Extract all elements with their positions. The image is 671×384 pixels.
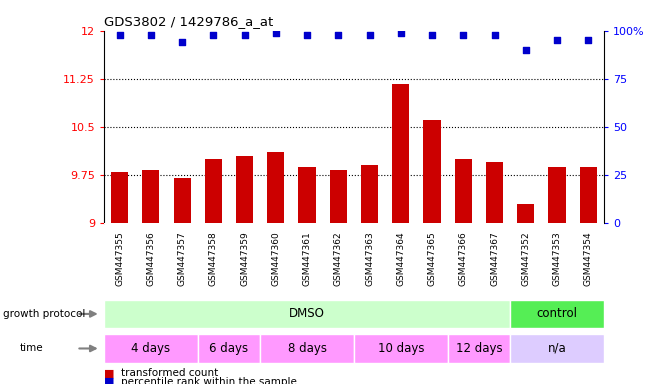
Bar	[205, 159, 222, 223]
Text: GSM447361: GSM447361	[303, 231, 311, 286]
Bar	[448, 334, 510, 363]
Text: DMSO: DMSO	[289, 308, 325, 320]
Text: control: control	[537, 308, 578, 320]
Text: n/a: n/a	[548, 342, 566, 355]
Point	[208, 31, 219, 38]
Bar	[423, 120, 441, 223]
Text: 8 days: 8 days	[288, 342, 327, 355]
Bar	[267, 152, 285, 223]
Point	[270, 30, 281, 36]
Bar	[548, 167, 566, 223]
Bar	[260, 334, 354, 363]
Text: growth protocol: growth protocol	[3, 309, 86, 319]
Text: GSM447360: GSM447360	[271, 231, 280, 286]
Point	[583, 37, 594, 43]
Bar	[580, 167, 597, 223]
Text: GSM447363: GSM447363	[365, 231, 374, 286]
Text: percentile rank within the sample: percentile rank within the sample	[121, 377, 297, 384]
Point	[489, 31, 500, 38]
Bar	[174, 178, 191, 223]
Text: GSM447366: GSM447366	[459, 231, 468, 286]
Text: GSM447367: GSM447367	[490, 231, 499, 286]
Bar	[510, 334, 604, 363]
Bar	[236, 156, 253, 223]
Text: ■: ■	[104, 368, 115, 378]
Text: GDS3802 / 1429786_a_at: GDS3802 / 1429786_a_at	[104, 15, 273, 28]
Point	[333, 31, 344, 38]
Text: GSM447354: GSM447354	[584, 231, 592, 286]
Text: 10 days: 10 days	[378, 342, 424, 355]
Bar	[104, 300, 510, 328]
Bar	[329, 170, 347, 223]
Point	[240, 31, 250, 38]
Text: GSM447365: GSM447365	[427, 231, 437, 286]
Text: GSM447356: GSM447356	[146, 231, 156, 286]
Text: GSM447364: GSM447364	[397, 231, 405, 286]
Text: GSM447358: GSM447358	[209, 231, 218, 286]
Point	[395, 30, 406, 36]
Bar	[111, 172, 128, 223]
Text: ■: ■	[104, 377, 115, 384]
Point	[302, 31, 313, 38]
Text: GSM447357: GSM447357	[178, 231, 187, 286]
Point	[427, 31, 437, 38]
Text: time: time	[20, 343, 44, 354]
Text: GSM447359: GSM447359	[240, 231, 249, 286]
Point	[552, 37, 562, 43]
Bar	[198, 334, 260, 363]
Point	[146, 31, 156, 38]
Bar	[393, 84, 409, 223]
Text: GSM447353: GSM447353	[552, 231, 562, 286]
Bar	[354, 334, 448, 363]
Point	[458, 31, 468, 38]
Bar	[361, 165, 378, 223]
Bar	[455, 159, 472, 223]
Point	[114, 31, 125, 38]
Bar	[104, 334, 198, 363]
Text: GSM447352: GSM447352	[521, 231, 530, 286]
Bar	[510, 300, 604, 328]
Text: 4 days: 4 days	[132, 342, 170, 355]
Bar	[299, 167, 315, 223]
Point	[521, 47, 531, 53]
Text: transformed count: transformed count	[121, 368, 218, 378]
Bar	[142, 170, 160, 223]
Text: GSM447355: GSM447355	[115, 231, 124, 286]
Point	[176, 39, 187, 45]
Text: 12 days: 12 days	[456, 342, 502, 355]
Bar	[517, 204, 534, 223]
Text: 6 days: 6 days	[209, 342, 248, 355]
Bar	[486, 162, 503, 223]
Point	[364, 31, 375, 38]
Text: GSM447362: GSM447362	[334, 231, 343, 286]
